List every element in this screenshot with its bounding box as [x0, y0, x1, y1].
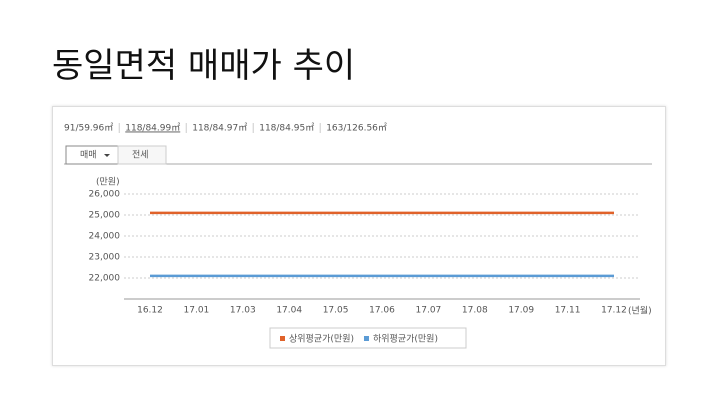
area-tab[interactable]: 118/84.99㎡ — [125, 123, 180, 134]
area-tab[interactable]: 118/84.97㎡ — [192, 123, 247, 134]
y-unit: (만원) — [96, 177, 120, 188]
tab-arrow — [104, 154, 110, 157]
x-tick-label: 17.03 — [230, 306, 256, 316]
y-tick-label: 24,000 — [89, 232, 121, 242]
legend-swatch — [363, 336, 369, 341]
x-tick-label: 17.08 — [462, 306, 488, 316]
x-tick-label: 17.04 — [276, 306, 302, 316]
slide-title: 동일면적 매매가 추이 — [52, 46, 356, 86]
legend-swatch — [280, 336, 285, 341]
tab-label[interactable]: 전세 — [132, 150, 149, 161]
area-tab[interactable]: 118/84.95㎡ — [259, 123, 314, 134]
x-tick-label: 17.05 — [323, 306, 349, 316]
x-unit: (년월) — [628, 305, 652, 317]
x-tick-label: 17.01 — [184, 306, 210, 316]
x-tick-label: 17.06 — [369, 306, 395, 316]
area-tab[interactable]: 163/126.56㎡ — [326, 123, 387, 134]
tab-label[interactable]: 매매 — [80, 150, 97, 161]
x-tick-label: 17.07 — [416, 306, 442, 316]
x-tick-label: 17.09 — [508, 306, 534, 316]
x-tick-label: 17.11 — [555, 306, 581, 316]
x-tick-label: 16.12 — [137, 306, 163, 316]
y-tick-label: 26,000 — [89, 190, 121, 200]
x-tick-label: 17.12 — [601, 306, 627, 316]
chart-panel — [52, 106, 666, 366]
area-tab[interactable]: 91/59.96㎡ — [64, 123, 113, 134]
legend-label: 상위평균가(만원) — [289, 334, 354, 345]
y-tick-label: 22,000 — [89, 274, 121, 284]
legend-label: 하위평균가(만원) — [373, 334, 438, 345]
y-tick-label: 25,000 — [89, 211, 121, 221]
tab[interactable] — [117, 145, 167, 165]
y-tick-label: 23,000 — [89, 253, 121, 263]
